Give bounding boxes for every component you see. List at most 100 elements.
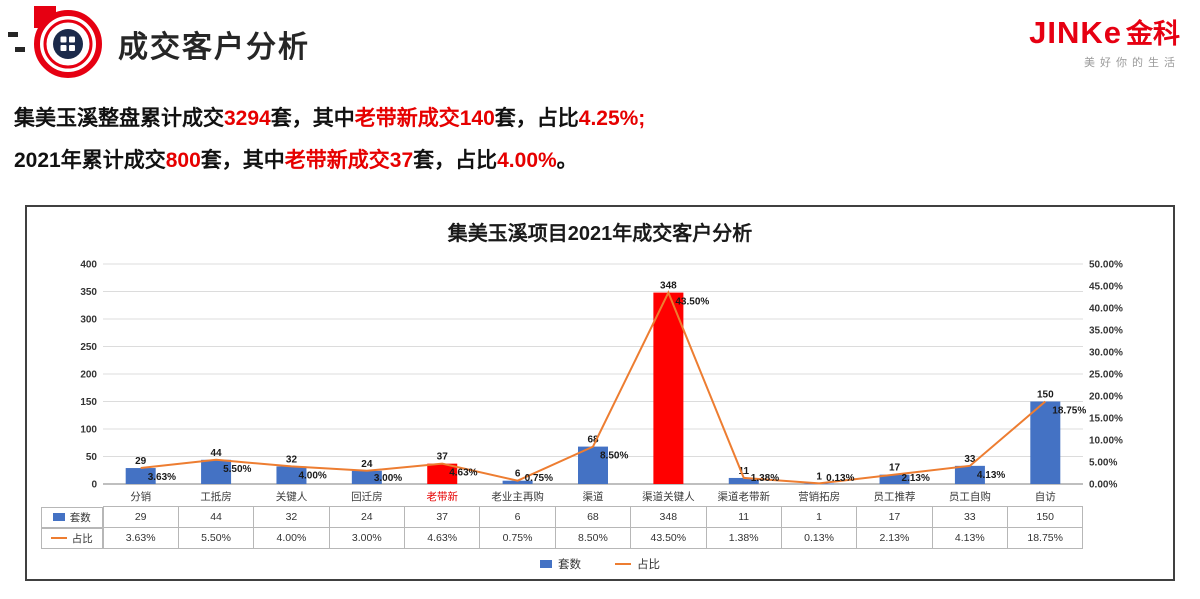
table-cell-count: 11 (705, 506, 782, 528)
row-header-count: 套数 (41, 506, 103, 528)
highlight-text: 老带新成交140 (354, 107, 495, 130)
category-label: 自访 (1034, 491, 1056, 503)
table-cell-pct: 4.00% (253, 527, 330, 549)
svg-text:150: 150 (1037, 390, 1054, 401)
table-cell-pct: 43.50% (630, 527, 707, 549)
svg-text:33: 33 (964, 454, 976, 465)
page-title: 成交客户分析 (118, 31, 310, 64)
svg-text:5.00%: 5.00% (1089, 458, 1117, 469)
category-label: 老业主再购 (491, 491, 544, 503)
series-name-count: 套数 (69, 511, 91, 524)
bar-legend-swatch-icon (540, 560, 552, 568)
dash-icon (8, 32, 18, 37)
legend-item-pct: 占比 (615, 556, 660, 572)
table-cell-pct: 1.38% (705, 527, 782, 549)
svg-text:150: 150 (80, 397, 97, 408)
svg-text:32: 32 (286, 454, 298, 465)
svg-text:20.00%: 20.00% (1089, 392, 1123, 403)
svg-text:0.13%: 0.13% (826, 473, 854, 484)
svg-text:24: 24 (361, 459, 373, 470)
svg-text:348: 348 (660, 281, 677, 292)
category-label: 渠道老带新 (717, 491, 771, 503)
jinke-logo: JINKe 金科 美好你的生活 (1029, 12, 1180, 70)
category-label: 渠道关键人 (642, 491, 695, 503)
table-cell-pct: 4.13% (931, 527, 1009, 549)
legend-label-pct: 占比 (637, 559, 660, 571)
combo-chart: 400 350 300 250 200 150 100 50 0 50.00% 45.00% 40.0… (80, 260, 1123, 489)
category-label: 关键人 (275, 491, 308, 503)
svg-text:37: 37 (437, 452, 449, 463)
svg-text:18.75%: 18.75% (1052, 406, 1086, 417)
svg-text:15.00%: 15.00% (1089, 414, 1123, 425)
svg-text:10.00%: 10.00% (1089, 436, 1123, 447)
bar (201, 459, 232, 484)
svg-text:100: 100 (80, 425, 97, 436)
line-series (140, 290, 1046, 485)
category-label: 渠道 (582, 491, 604, 503)
bar (578, 446, 608, 484)
plain-text: 2021年累计成交 (14, 149, 166, 172)
table-cell-count: 37 (403, 506, 481, 528)
table-row-count: 套数 29 44 32 24 37 6 68 348 11 1 17 33 150 (41, 506, 1084, 528)
bar (653, 292, 684, 484)
chart-title: 集美玉溪项目2021年成交客户分析 (447, 223, 753, 245)
category-label: 回迁房 (351, 491, 383, 503)
svg-text:17: 17 (889, 463, 901, 474)
highlight-text: 老带新成交37 (284, 149, 414, 172)
bar (502, 480, 533, 484)
line-legend-swatch-icon (615, 563, 631, 565)
bar (125, 468, 156, 484)
plain-text: 集美玉溪整盘累计成交 (14, 107, 224, 130)
svg-text:68: 68 (587, 435, 599, 446)
svg-text:6: 6 (515, 469, 521, 480)
target-icon (8, 6, 102, 78)
svg-text:1.38%: 1.38% (751, 473, 779, 484)
table-cell-pct: 2.13% (856, 527, 933, 549)
table-cell-count: 150 (1006, 506, 1084, 528)
svg-text:45.00%: 45.00% (1089, 282, 1123, 293)
table-cell-pct: 18.75% (1006, 527, 1084, 549)
svg-text:4.63%: 4.63% (449, 468, 477, 479)
svg-text:1: 1 (816, 471, 822, 482)
table-cell-count: 348 (630, 506, 707, 528)
svg-text:4.00%: 4.00% (298, 470, 326, 481)
svg-text:5.50%: 5.50% (223, 464, 251, 475)
table-cell-count: 17 (856, 506, 933, 528)
svg-text:25.00%: 25.00% (1089, 370, 1123, 381)
table-cell-pct: 5.50% (177, 527, 255, 549)
svg-text:30.00%: 30.00% (1089, 348, 1123, 359)
category-label: 老带新 (426, 491, 458, 503)
highlight-text: 4.00% (497, 149, 557, 172)
svg-text:50: 50 (86, 452, 98, 463)
bar (351, 470, 382, 484)
svg-text:35.00%: 35.00% (1089, 326, 1123, 337)
summary-line-1: 集美玉溪整盘累计成交3294套，其中老带新成交140套，占比4.25%; (14, 98, 645, 140)
table-cell-count: 24 (328, 506, 406, 528)
plain-text: 套，其中 (200, 149, 285, 172)
bar (427, 463, 458, 484)
svg-text:0.75%: 0.75% (525, 473, 553, 484)
line-legend-swatch-icon (50, 537, 67, 539)
table-cell-pct: 8.50% (554, 527, 632, 549)
category-label: 营销拓房 (798, 491, 841, 503)
svg-text:2.13%: 2.13% (902, 473, 930, 484)
category-label: 员工自购 (948, 491, 991, 503)
table-cell-count: 44 (177, 506, 255, 528)
table-cell-count: 33 (931, 506, 1009, 528)
bar (879, 474, 910, 484)
svg-text:4.13%: 4.13% (977, 470, 1005, 481)
table-cell-count: 6 (479, 506, 556, 528)
svg-text:3.00%: 3.00% (374, 473, 402, 484)
x-axis-labels: 分销 工抵房 关键人 回迁房 老带新 老业主再购 渠道 渠道关键人 渠道老带新 营销拓房 员工推荐 员… (103, 488, 1083, 506)
dash-icon (15, 47, 25, 52)
plain-text: 。 (556, 149, 578, 172)
svg-text:50.00%: 50.00% (1089, 260, 1123, 271)
svg-text:200: 200 (80, 370, 97, 381)
legend-label-count: 套数 (558, 559, 581, 571)
logo-tagline: 美好你的生活 (1084, 57, 1180, 69)
svg-text:44: 44 (211, 448, 223, 459)
logo-brand-cn: 金科 (1126, 19, 1180, 49)
table-cell-pct: 0.13% (780, 527, 858, 549)
series-name-pct: 占比 (71, 532, 93, 545)
legend-item-count: 套数 (540, 556, 581, 572)
